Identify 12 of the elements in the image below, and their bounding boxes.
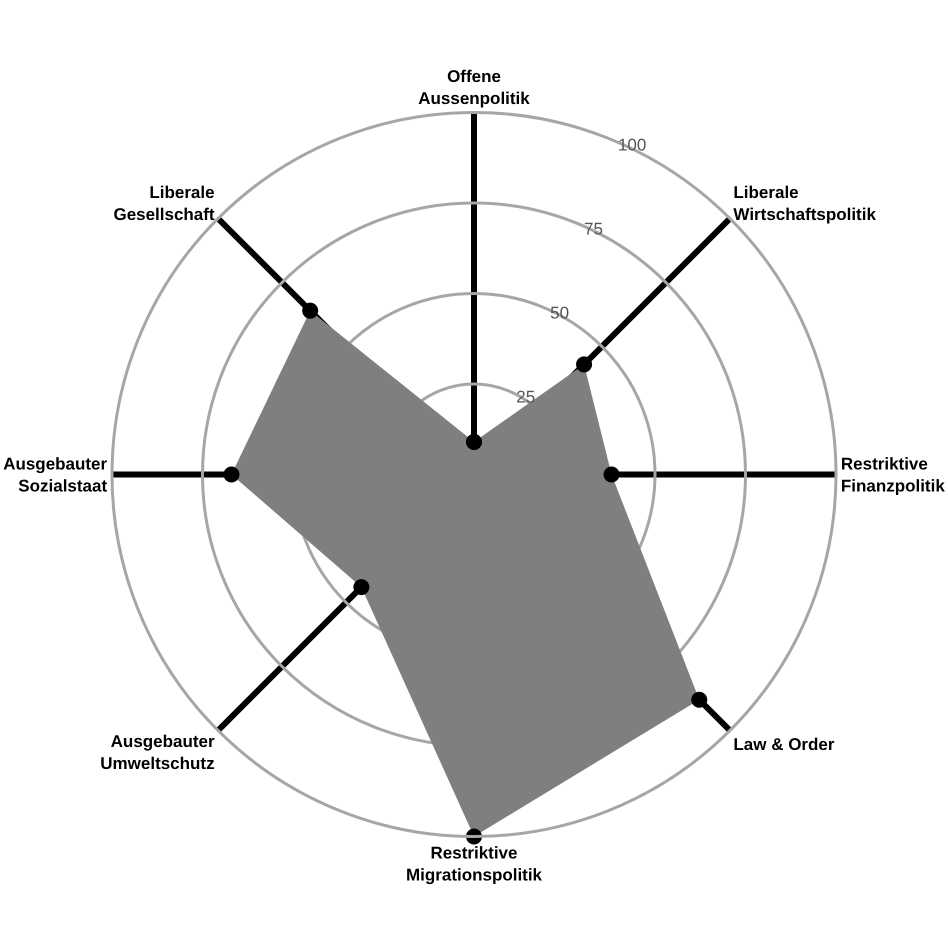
y-tick-label: 100 <box>618 136 646 155</box>
spoke-label: Ausgebauter Umweltschutz <box>100 732 215 774</box>
y-tick-label: 75 <box>584 220 603 239</box>
spoke-label: Law & Order <box>733 735 835 754</box>
spoke-label: Liberale Wirtschaftspolitik <box>733 183 876 224</box>
y-tick-label: 25 <box>516 387 536 406</box>
spoke-label: Restriktive Finanzpolitik <box>840 454 946 496</box>
y-tick-label: 50 <box>550 304 570 323</box>
spoke-label: Ausgebauter Sozialstaat <box>3 454 108 496</box>
spoke-label: Restriktive Migrationspolitik <box>406 843 543 884</box>
spoke-label: Offene Aussenpolitik <box>418 67 530 108</box>
spoke-label: Liberale Gesellschaft <box>113 183 215 224</box>
